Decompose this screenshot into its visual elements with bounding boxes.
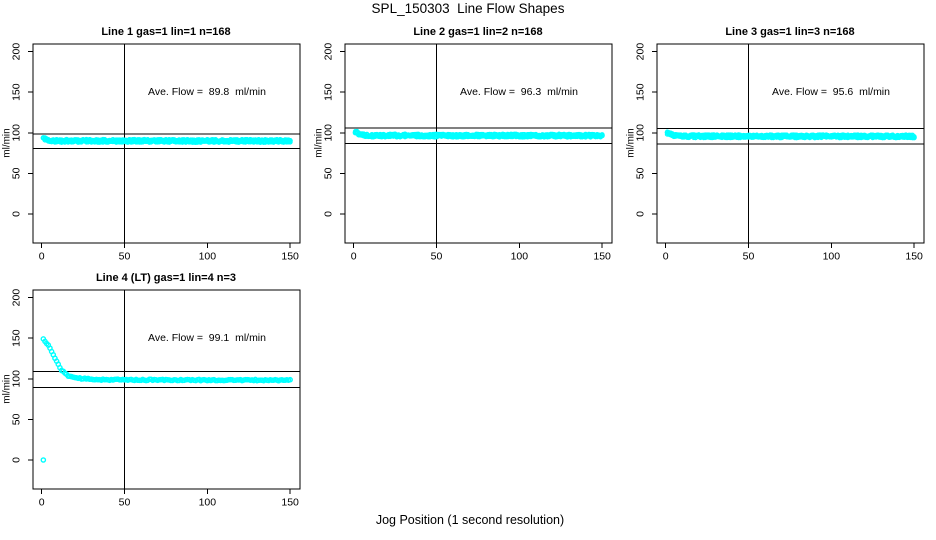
x-tick-label: 100 xyxy=(511,251,529,263)
y-tick-label: 100 xyxy=(635,124,647,142)
y-tick-label: 200 xyxy=(635,43,647,61)
panel-line-4: 0 50 100 150 0 50 100 150 200 Line 4 (LT) gas=1 … xyxy=(0,266,312,512)
data-points xyxy=(40,336,293,463)
y-tick-label: 0 xyxy=(11,211,23,217)
x-tick-label: 0 xyxy=(39,497,45,509)
y-tick-label: 150 xyxy=(635,83,647,101)
panel-1-ave-flow-annotation: Ave. Flow = 89.8 ml/min xyxy=(148,86,266,98)
y-tick-label: 150 xyxy=(323,83,335,101)
panel-2-y-axis-label: ml/min xyxy=(313,128,325,158)
x-tick-label: 50 xyxy=(431,251,443,263)
panel-3-title: Line 3 gas=1 lin=3 n=168 xyxy=(725,26,855,38)
plot-box xyxy=(656,43,925,244)
panel-line-1: 0 50 100 150 0 50 100 150 200 Line 1 gas=1 lin=1… xyxy=(0,20,312,266)
panel-1-y-axis-label: ml/min xyxy=(1,128,13,158)
y-tick-label: 0 xyxy=(11,457,23,463)
data-point xyxy=(599,133,605,139)
panel-1-plot: 0 50 100 150 0 50 100 150 200 xyxy=(11,43,301,263)
x-tick-label: 150 xyxy=(281,497,299,509)
data-point xyxy=(287,376,293,383)
panel-2-plot: 0 50 100 150 0 50 100 150 200 xyxy=(323,43,613,263)
x-tick-label: 150 xyxy=(281,251,299,263)
plot-box xyxy=(32,43,301,244)
y-tick-label: 200 xyxy=(323,43,335,61)
panel-2-ave-flow-annotation: Ave. Flow = 96.3 ml/min xyxy=(460,86,578,98)
y-tick-label: 100 xyxy=(11,370,23,388)
data-points xyxy=(664,129,917,141)
y-tick-label: 100 xyxy=(323,124,335,142)
panel-3-plot: 0 50 100 150 0 50 100 150 200 xyxy=(635,43,925,263)
y-tick-label: 50 xyxy=(635,167,647,179)
y-tick-label: 100 xyxy=(11,124,23,142)
data-point xyxy=(911,135,917,141)
plot-box xyxy=(32,289,301,490)
x-tick-label: 100 xyxy=(199,251,217,263)
x-tick-label: 50 xyxy=(743,251,755,263)
x-tick-label: 0 xyxy=(351,251,357,263)
data-points xyxy=(40,135,293,145)
panel-1-title: Line 1 gas=1 lin=1 n=168 xyxy=(101,26,231,38)
x-tick-label: 100 xyxy=(199,497,217,509)
x-tick-label: 150 xyxy=(593,251,611,263)
figure-title: SPL_150303 Line Flow Shapes xyxy=(371,1,565,16)
data-points xyxy=(352,128,605,140)
y-tick-label: 200 xyxy=(11,289,23,307)
panel-line-2: 0 50 100 150 0 50 100 150 200 Line 2 gas=1 lin=2… xyxy=(312,20,624,266)
x-axis-title: Jog Position (1 second resolution) xyxy=(375,513,565,527)
panel-4-plot: 0 50 100 150 0 50 100 150 200 xyxy=(11,289,301,509)
panel-line-3: 0 50 100 150 0 50 100 150 200 Line 3 gas=1 lin=3… xyxy=(624,20,936,266)
x-tick-label: 50 xyxy=(119,497,131,509)
x-tick-label: 150 xyxy=(905,251,923,263)
y-tick-label: 200 xyxy=(11,43,23,61)
y-tick-label: 50 xyxy=(11,413,23,425)
y-tick-label: 150 xyxy=(11,329,23,347)
x-tick-label: 50 xyxy=(119,251,131,263)
panel-3-y-axis-label: ml/min xyxy=(625,128,637,158)
x-tick-label: 0 xyxy=(39,251,45,263)
y-tick-label: 150 xyxy=(11,83,23,101)
panel-2-title: Line 2 gas=1 lin=2 n=168 xyxy=(413,26,543,38)
y-tick-label: 50 xyxy=(323,167,335,179)
panel-4-ave-flow-annotation: Ave. Flow = 99.1 ml/min xyxy=(148,332,266,344)
panel-3-ave-flow-annotation: Ave. Flow = 95.6 ml/min xyxy=(772,86,890,98)
y-tick-label: 0 xyxy=(635,211,647,217)
data-point xyxy=(287,138,293,144)
y-tick-label: 50 xyxy=(11,167,23,179)
panel-4-title: Line 4 (LT) gas=1 lin=4 n=3 xyxy=(95,272,237,284)
outlier-point xyxy=(40,457,47,463)
x-tick-label: 100 xyxy=(823,251,841,263)
panel-4-y-axis-label: ml/min xyxy=(1,374,13,404)
y-tick-label: 0 xyxy=(323,211,335,217)
x-tick-label: 0 xyxy=(663,251,669,263)
